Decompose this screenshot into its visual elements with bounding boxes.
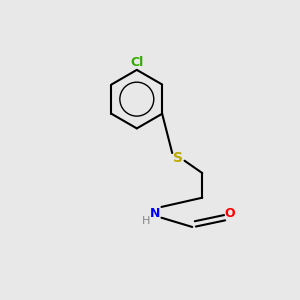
Text: Cl: Cl [130,56,143,69]
Text: H: H [142,216,150,226]
Text: O: O [224,207,235,220]
Text: S: S [173,151,183,165]
Text: N: N [150,207,160,220]
